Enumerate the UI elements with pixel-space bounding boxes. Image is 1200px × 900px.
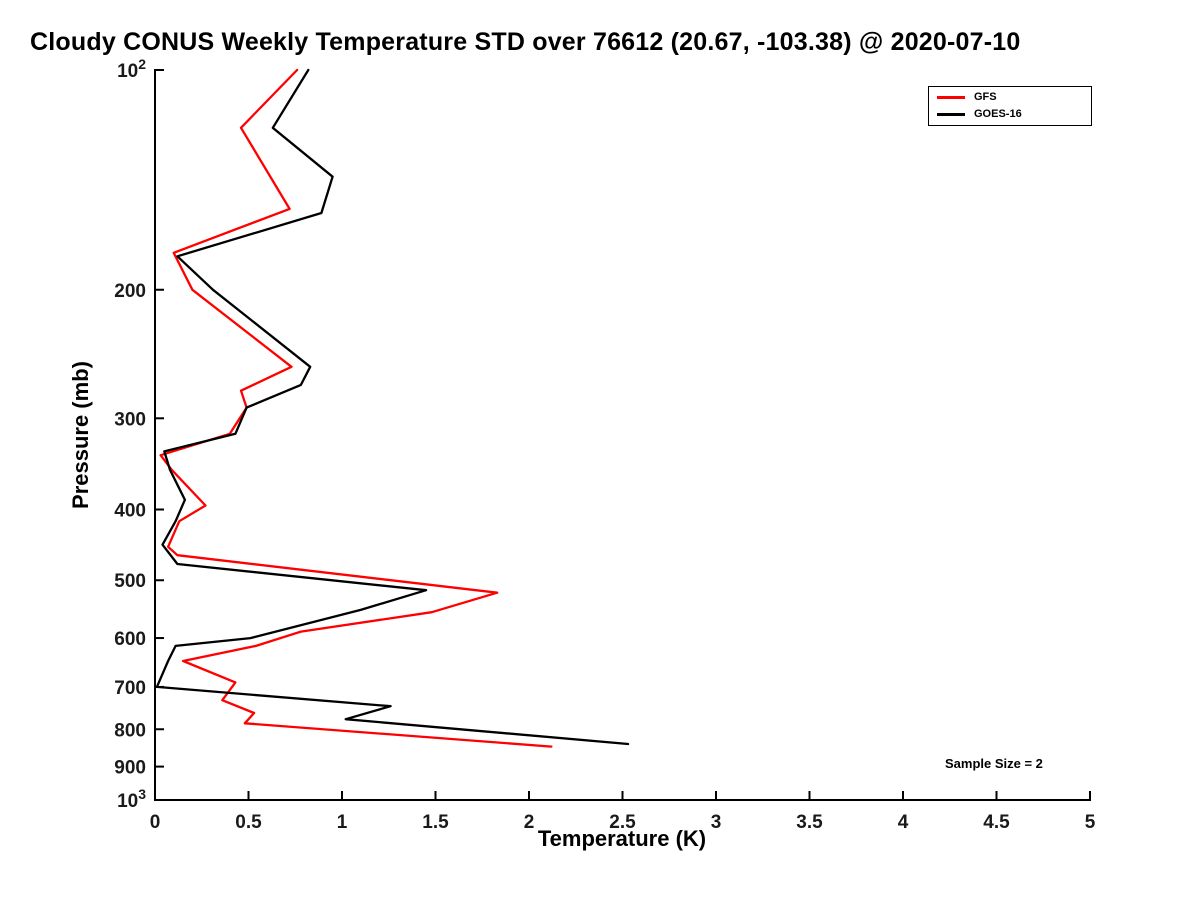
gfs-legend-line-swatch — [937, 96, 965, 99]
legend-item-goes-16: GOES-16 — [937, 108, 1083, 121]
chart-title: Cloudy CONUS Weekly Temperature STD over… — [30, 28, 1021, 56]
x-tick-label: 5 — [1085, 812, 1096, 833]
goes-16-legend-line-swatch — [937, 113, 965, 116]
x-tick-label: 4 — [898, 812, 909, 833]
goes-16-series-line — [155, 68, 630, 746]
y-tick-label: 800 — [114, 720, 146, 741]
x-tick-label: 4.5 — [983, 812, 1010, 833]
y-tick-label: 200 — [114, 281, 146, 302]
gfs-legend-label: GFS — [974, 91, 997, 103]
y-tick-label: 700 — [114, 678, 146, 699]
x-tick-label: 2 — [524, 812, 535, 833]
legend-item-gfs: GFS — [937, 91, 1083, 104]
y-tick-label: 400 — [114, 501, 146, 522]
y-tick-label: 103 — [117, 786, 146, 812]
x-tick-label: 1.5 — [422, 812, 449, 833]
x-tick-label: 0.5 — [235, 812, 262, 833]
legend: GFS GOES-16 — [928, 86, 1092, 126]
y-tick-label: 600 — [114, 629, 146, 650]
y-tick-label: 900 — [114, 758, 146, 779]
x-tick-label: 2.5 — [609, 812, 636, 833]
sample-size-annotation: Sample Size = 2 — [945, 756, 1043, 771]
y-tick-label: 300 — [114, 409, 146, 430]
y-axis-label: Pressure (mb) — [68, 361, 93, 509]
x-tick-label: 3.5 — [796, 812, 823, 833]
gfs-series-line — [159, 68, 553, 748]
x-tick-label: 3 — [711, 812, 722, 833]
goes-16-legend-label: GOES-16 — [974, 108, 1022, 120]
x-tick-label: 0 — [150, 812, 161, 833]
x-tick-label: 1 — [337, 812, 348, 833]
x-axis-label: Temperature (K) — [537, 826, 707, 851]
y-tick-label: 500 — [114, 571, 146, 592]
y-tick-label: 102 — [117, 56, 146, 82]
